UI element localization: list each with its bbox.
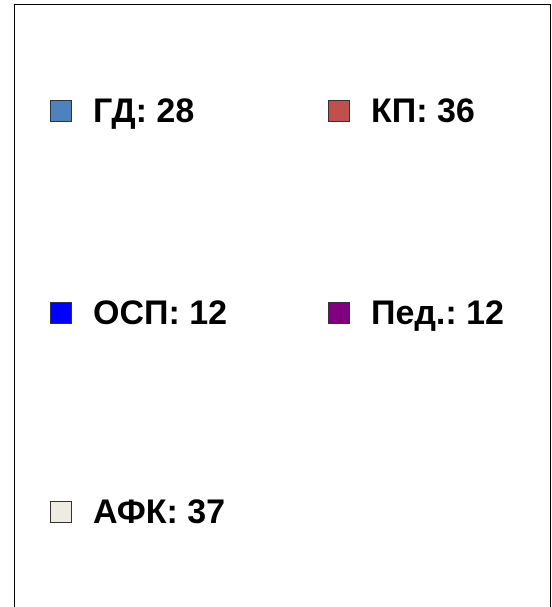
legend-label: ОСП: 12 [93, 294, 227, 332]
legend-swatch [328, 100, 350, 122]
legend-swatch [50, 501, 72, 523]
legend-label: КП: 36 [371, 92, 475, 130]
legend-frame [14, 4, 551, 607]
legend-swatch [50, 302, 72, 324]
legend-label: ГД: 28 [93, 92, 194, 130]
legend-swatch [328, 302, 350, 324]
legend-swatch [50, 100, 72, 122]
legend-label: АФК: 37 [93, 493, 225, 531]
legend-label: Пед.: 12 [371, 294, 504, 332]
